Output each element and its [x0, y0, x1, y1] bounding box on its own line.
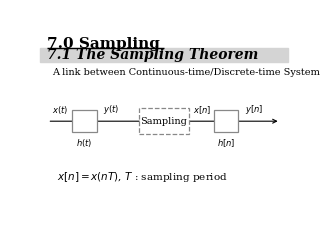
Text: 7.1 The Sampling Theorem: 7.1 The Sampling Theorem	[47, 48, 259, 62]
Text: $x(t)$: $x(t)$	[52, 104, 69, 116]
Text: $h(t)$: $h(t)$	[76, 137, 93, 149]
Bar	[214, 110, 238, 132]
Bar	[139, 108, 189, 134]
Text: $h[n]$: $h[n]$	[217, 137, 235, 149]
Text: $y[n]$: $y[n]$	[244, 103, 263, 116]
Text: Sampling: Sampling	[140, 117, 188, 126]
Bar	[72, 110, 97, 132]
Text: A link between Continuous-time/Discrete-time Systems: A link between Continuous-time/Discrete-…	[52, 68, 320, 77]
Text: $y(t)$: $y(t)$	[103, 103, 119, 116]
Text: 7.0 Sampling: 7.0 Sampling	[47, 37, 160, 51]
Text: $x[n]$: $x[n]$	[193, 104, 211, 116]
Bar	[40, 48, 288, 62]
Text: $x[n]{=}x(nT)$, $T$ : sampling period: $x[n]{=}x(nT)$, $T$ : sampling period	[57, 170, 228, 184]
